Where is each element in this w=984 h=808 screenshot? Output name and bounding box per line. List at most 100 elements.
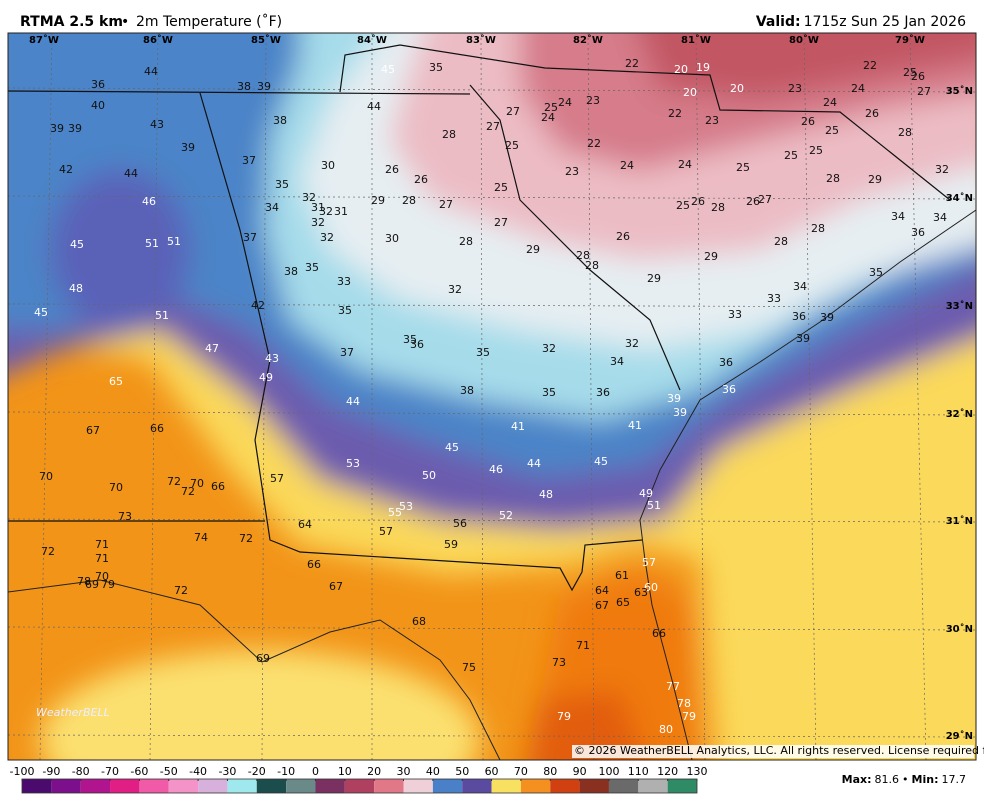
colorbar-tick-label: -20 — [248, 765, 266, 778]
colorbar-tick-label: 100 — [598, 765, 619, 778]
latitude-label: 32˚N — [946, 408, 973, 420]
temperature-label: 43 — [265, 352, 279, 365]
temperature-label: 25 — [809, 144, 823, 157]
map-frame — [7, 32, 977, 761]
temperature-label: 37 — [340, 346, 354, 359]
temperature-label: 73 — [118, 510, 132, 523]
colorbar-tick-label: 90 — [573, 765, 587, 778]
temperature-label: 26 — [414, 173, 428, 186]
temperature-label: 57 — [642, 556, 656, 569]
temperature-label: 69 — [85, 578, 99, 591]
temperature-label: 70 — [109, 481, 123, 494]
temperature-label: 23 — [705, 114, 719, 127]
temperature-label: 24 — [823, 96, 837, 109]
temperature-label: 80 — [659, 723, 673, 736]
temperature-label: 29 — [868, 173, 882, 186]
temperature-label: 23 — [565, 165, 579, 178]
temperature-label: 72 — [41, 545, 55, 558]
temperature-label: 44 — [367, 100, 381, 113]
colorbar-tick-label: -100 — [10, 765, 35, 778]
temperature-label: 45 — [34, 306, 48, 319]
grid — [8, 33, 976, 760]
temperature-label: 75 — [462, 661, 476, 674]
temperature-label: 71 — [95, 552, 109, 565]
temperature-label: 32 — [319, 205, 333, 218]
max-value: 81.6 — [875, 773, 900, 786]
stats: Max: 81.6 • Min: 17.7 — [842, 773, 966, 786]
temperature-label: 72 — [174, 584, 188, 597]
temperature-label: 30 — [321, 159, 335, 172]
temperature-label: 28 — [576, 249, 590, 262]
longitude-label: 79˚W — [895, 34, 925, 46]
temperature-label: 45 — [445, 441, 459, 454]
temperature-label: 20 — [674, 63, 688, 76]
temperature-label: 32 — [302, 191, 316, 204]
temperature-label: 25 — [825, 124, 839, 137]
latitude-labels: 35˚N 34˚N 33˚N 32˚N 31˚N 30˚N 29˚N — [946, 85, 973, 742]
temperature-label: 26 — [911, 70, 925, 83]
temperature-label: 71 — [576, 639, 590, 652]
colorbar-segment — [22, 779, 52, 793]
temperature-label: 45 — [594, 455, 608, 468]
temperature-label: 52 — [499, 509, 513, 522]
temperature-label: 48 — [539, 488, 553, 501]
temperature-label: 46 — [489, 463, 503, 476]
longitude-label: 83˚W — [466, 34, 496, 46]
colorbar-segment — [139, 779, 169, 793]
temperature-label: 20 — [683, 86, 697, 99]
temperature-label: 24 — [851, 82, 865, 95]
temperature-label: 39 — [50, 122, 64, 135]
temperature-label: 28 — [459, 235, 473, 248]
temperature-label: 72 — [167, 475, 181, 488]
latitude-label: 33˚N — [946, 300, 973, 312]
temperature-label: 34 — [933, 211, 947, 224]
temperature-label: 24 — [541, 111, 555, 124]
temperature-label: 22 — [863, 59, 877, 72]
temperature-label: 51 — [647, 499, 661, 512]
colorbar-segment — [579, 779, 609, 793]
temperature-label: 67 — [86, 424, 100, 437]
temperature-label: 38 — [273, 114, 287, 127]
temperature-label: 31 — [311, 201, 325, 214]
temperature-label: 28 — [402, 194, 416, 207]
colorbar-tick-label: -90 — [42, 765, 60, 778]
temperature-label: 25 — [784, 149, 798, 162]
colorbar: -100 -90 -80 -70 -60 -50 -40 -30 -20 -10 0 10 20 30 40… — [10, 765, 708, 794]
temperature-label: 66 — [211, 480, 225, 493]
temperature-label: 32 — [625, 337, 639, 350]
colorbar-tick-label: 70 — [514, 765, 528, 778]
longitude-label: 86˚W — [143, 34, 173, 46]
temperature-label: 53 — [346, 457, 360, 470]
temperature-label: 31 — [334, 205, 348, 218]
colorbar-tick-label: 60 — [485, 765, 499, 778]
temperature-label: 26 — [385, 163, 399, 176]
borders — [8, 44, 976, 760]
colorbar-segment — [432, 779, 463, 793]
temperature-label: 27 — [494, 216, 508, 229]
temperature-label: 34 — [610, 355, 624, 368]
title: RTMA 2.5 km — [20, 14, 123, 30]
temperature-label: 33 — [728, 308, 742, 321]
colorbar-tick-label: 20 — [367, 765, 381, 778]
colorbar-segment — [344, 779, 375, 793]
temperature-label: 23 — [788, 82, 802, 95]
temperature-label: 44 — [346, 395, 360, 408]
temperature-label: 36 — [719, 356, 733, 369]
temperature-label: 39 — [181, 141, 195, 154]
colorbar-segment — [315, 779, 345, 793]
temperature-label: 34 — [265, 201, 279, 214]
temperature-label: 23 — [586, 94, 600, 107]
temperature-label: 24 — [558, 96, 572, 109]
colorbar-tick-label: -80 — [72, 765, 90, 778]
temperature-label: 19 — [696, 61, 710, 74]
temperature-label: 35 — [403, 333, 417, 346]
temperature-label: 29 — [526, 243, 540, 256]
temperature-label: 28 — [811, 222, 825, 235]
temperature-label: 22 — [587, 137, 601, 150]
temperature-label: 32 — [448, 283, 462, 296]
temperature-label: 25 — [544, 101, 558, 114]
longitude-label: 82˚W — [573, 34, 603, 46]
temperature-label: 25 — [736, 161, 750, 174]
temperature-label: 37 — [243, 231, 257, 244]
temperature-label: 25 — [676, 199, 690, 212]
